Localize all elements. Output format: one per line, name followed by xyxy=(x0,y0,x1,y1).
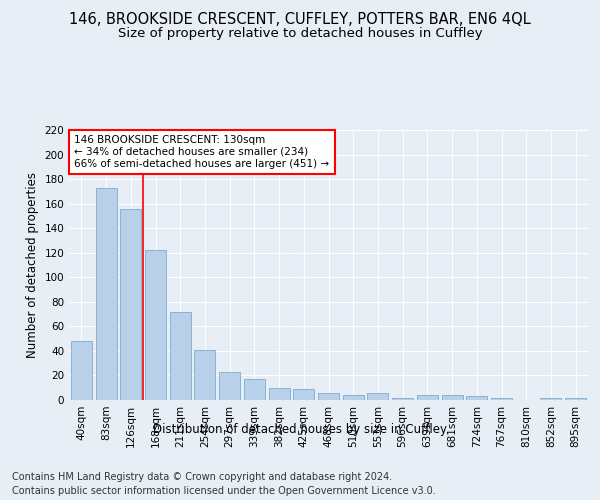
Bar xyxy=(417,395,438,400)
Bar xyxy=(120,208,141,400)
Bar xyxy=(244,379,265,400)
Text: Contains public sector information licensed under the Open Government Licence v3: Contains public sector information licen… xyxy=(12,486,436,496)
Bar xyxy=(95,188,116,400)
Bar xyxy=(71,341,92,400)
Bar xyxy=(145,250,166,400)
Bar xyxy=(293,389,314,400)
Bar xyxy=(194,350,215,400)
Text: 146 BROOKSIDE CRESCENT: 130sqm
← 34% of detached houses are smaller (234)
66% of: 146 BROOKSIDE CRESCENT: 130sqm ← 34% of … xyxy=(74,136,329,168)
Bar xyxy=(442,395,463,400)
Text: Size of property relative to detached houses in Cuffley: Size of property relative to detached ho… xyxy=(118,28,482,40)
Bar xyxy=(392,398,413,400)
Bar xyxy=(466,396,487,400)
Bar xyxy=(367,392,388,400)
Y-axis label: Number of detached properties: Number of detached properties xyxy=(26,172,39,358)
Bar xyxy=(565,398,586,400)
Bar xyxy=(170,312,191,400)
Text: Distribution of detached houses by size in Cuffley: Distribution of detached houses by size … xyxy=(153,422,447,436)
Text: Contains HM Land Registry data © Crown copyright and database right 2024.: Contains HM Land Registry data © Crown c… xyxy=(12,472,392,482)
Bar xyxy=(219,372,240,400)
Text: 146, BROOKSIDE CRESCENT, CUFFLEY, POTTERS BAR, EN6 4QL: 146, BROOKSIDE CRESCENT, CUFFLEY, POTTER… xyxy=(69,12,531,28)
Bar xyxy=(318,392,339,400)
Bar xyxy=(343,395,364,400)
Bar xyxy=(541,398,562,400)
Bar xyxy=(269,388,290,400)
Bar xyxy=(491,398,512,400)
